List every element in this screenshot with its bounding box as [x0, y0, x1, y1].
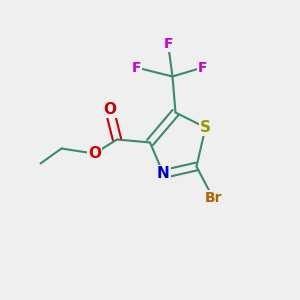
- Text: Br: Br: [204, 191, 222, 205]
- Text: F: F: [198, 61, 207, 74]
- Text: S: S: [200, 120, 211, 135]
- Text: O: O: [103, 102, 116, 117]
- Text: F: F: [132, 61, 141, 74]
- Text: N: N: [157, 167, 170, 182]
- Text: F: F: [163, 37, 173, 50]
- Text: O: O: [88, 146, 101, 161]
